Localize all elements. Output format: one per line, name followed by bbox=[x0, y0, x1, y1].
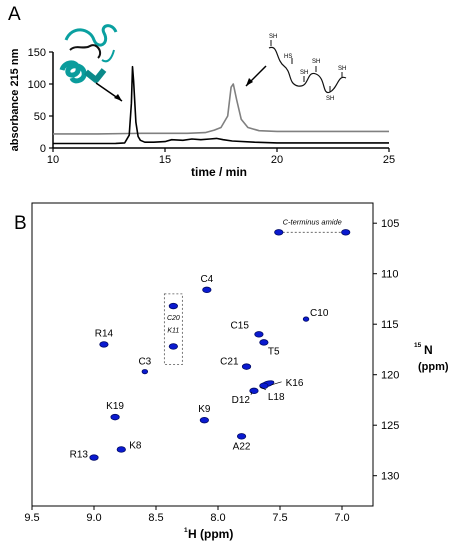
c20-k11-box bbox=[163, 293, 183, 365]
nmr-peak bbox=[274, 229, 284, 236]
peak-leader-line bbox=[259, 386, 267, 391]
nmr-peak bbox=[141, 369, 149, 375]
nmr-peak bbox=[259, 339, 269, 346]
nmr-y-tick-label: 110 bbox=[381, 269, 399, 281]
chromatogram-x-tick-label: 20 bbox=[271, 154, 283, 166]
nmr-peak bbox=[254, 331, 264, 338]
chromatogram-y-tick-label: 0 bbox=[40, 143, 46, 155]
linear-chain-illustration: SH HS SH SH SH SH bbox=[245, 34, 346, 102]
nmr-y-tick-label: 115 bbox=[381, 319, 399, 331]
nmr-peak-label: C4 bbox=[200, 274, 213, 285]
chromatogram-x-tick-label: 25 bbox=[383, 154, 395, 166]
nmr-x-label: H (ppm) bbox=[188, 527, 233, 541]
nmr-peak-label: K9 bbox=[198, 404, 211, 415]
sh-label-4: SH bbox=[312, 59, 320, 65]
nmr-peak bbox=[99, 341, 109, 348]
nmr-x-tick-label: 9.0 bbox=[86, 512, 101, 524]
nmr-peak bbox=[89, 454, 99, 461]
chromatogram-y-tick-label: 50 bbox=[34, 111, 46, 123]
nmr-peak bbox=[341, 229, 351, 236]
chromatogram-chart: 10 15 20 25 0 50 100 150 time / min absorbance … bbox=[9, 24, 395, 179]
nmr-peak bbox=[236, 433, 247, 440]
nmr-x-label-superscript: 1 bbox=[184, 527, 188, 534]
nmr-peak bbox=[199, 416, 209, 424]
nmr-x-tick-label: 7.0 bbox=[334, 512, 349, 524]
folded-structure-illustration bbox=[59, 24, 123, 102]
nmr-y-label-superscript: 15 bbox=[414, 342, 422, 349]
panel-b-label: B bbox=[14, 213, 27, 234]
nmr-peak-label: R14 bbox=[95, 328, 114, 339]
peak-leader-line bbox=[271, 381, 282, 386]
nmr-peak bbox=[110, 413, 120, 421]
nmr-peak bbox=[202, 286, 212, 294]
peak-leader-line bbox=[250, 391, 253, 395]
nmr-peak-label: T5 bbox=[268, 346, 280, 357]
nmr-x-tick-label: 7.5 bbox=[272, 512, 287, 524]
chromatogram-x-tick-label: 10 bbox=[47, 154, 59, 166]
nmr-peak-label: C21 bbox=[220, 357, 239, 368]
nmr-peak-label: C15 bbox=[231, 320, 250, 331]
sh-label-6: SH bbox=[338, 66, 346, 72]
nmr-peak-label: L18 bbox=[268, 392, 285, 403]
nmr-y-tick-label: 105 bbox=[381, 218, 399, 230]
sh-label-1: SH bbox=[269, 34, 277, 40]
nmr-peak bbox=[116, 446, 126, 453]
nmr-peak bbox=[249, 387, 259, 395]
nmr-peak-label: R13 bbox=[70, 450, 89, 461]
nmr-peak bbox=[302, 316, 310, 322]
c20-label: C20 bbox=[167, 315, 180, 322]
nmr-peak bbox=[168, 343, 178, 350]
nmr-peak bbox=[168, 302, 178, 310]
nmr-plot-frame bbox=[31, 202, 374, 507]
nmr-y-tick-label: 125 bbox=[381, 420, 399, 432]
chromatogram-y-tick-label: 150 bbox=[28, 47, 46, 59]
nmr-peak-label: D12 bbox=[232, 395, 251, 406]
nmr-y-tick-label: 130 bbox=[381, 471, 399, 483]
chromatogram-y-tick-label: 100 bbox=[28, 79, 46, 91]
nmr-x-tick-label: 9.5 bbox=[24, 512, 39, 524]
k11-label: K11 bbox=[167, 327, 179, 334]
chromatogram-y-label: absorbance 215 nm bbox=[9, 48, 21, 151]
nmr-y-label: N bbox=[424, 343, 433, 357]
nmr-peak bbox=[241, 363, 252, 370]
nmr-y-tick-label: 120 bbox=[381, 370, 399, 382]
sh-label-3: SH bbox=[300, 70, 308, 76]
nmr-peak-label: C10 bbox=[310, 308, 329, 319]
nmr-y-unit: (ppm) bbox=[418, 361, 449, 373]
nmr-x-tick-label: 8.5 bbox=[148, 512, 163, 524]
nmr-peak bbox=[259, 382, 269, 390]
sh-label-5: SH bbox=[326, 96, 334, 102]
nmr-peak-label: C3 bbox=[138, 357, 151, 368]
nmr-peak-label: A22 bbox=[233, 441, 251, 452]
panel-a-label: A bbox=[8, 4, 21, 25]
sh-label-2: HS bbox=[284, 54, 292, 60]
nmr-x-tick-label: 8.0 bbox=[210, 512, 225, 524]
amide-label: C-terminus amide bbox=[283, 217, 342, 226]
chromatogram-trace bbox=[53, 83, 389, 135]
nmr-peak-label: K8 bbox=[129, 440, 142, 451]
nmr-peak-label: K16 bbox=[286, 378, 304, 389]
chromatogram-x-tick-label: 15 bbox=[159, 154, 171, 166]
chromatogram-trace bbox=[53, 65, 389, 145]
chromatogram-x-label: time / min bbox=[191, 165, 247, 179]
nmr-peak-label: K19 bbox=[106, 401, 124, 412]
